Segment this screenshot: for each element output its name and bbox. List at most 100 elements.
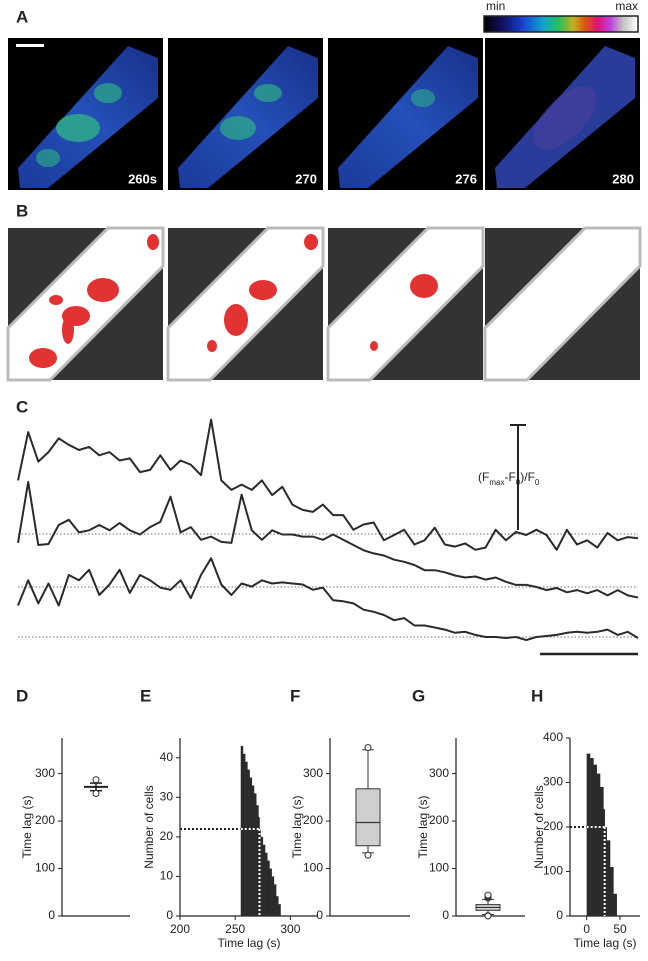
panel-label: B [16, 201, 28, 220]
y-tick-label: 0 [166, 908, 173, 922]
step-bar [262, 844, 266, 916]
step-bar [613, 893, 617, 916]
step-bar [245, 761, 248, 916]
timestamp: 280 [612, 171, 634, 186]
y-tick-label: 0 [442, 908, 449, 922]
y-axis-label: Time lag (s) [20, 796, 34, 859]
y-tick-label: 0 [48, 908, 55, 922]
y-tick-label: 300 [429, 766, 449, 780]
panel-label: F [290, 686, 300, 705]
step-bar [253, 793, 257, 916]
panel-label: H [531, 686, 543, 705]
y-axis-label: Time lag (s) [290, 796, 304, 859]
trace [17, 418, 639, 551]
y-tick-label: 0 [316, 908, 323, 922]
step-bar [267, 860, 270, 916]
y-tick-label: 300 [543, 775, 563, 789]
panel-label: E [140, 686, 151, 705]
step-bar [269, 868, 272, 916]
step-bar [276, 896, 279, 916]
step-bar [256, 805, 259, 916]
step-bar [247, 769, 250, 916]
scale-label: (Fmax-F0)/F0 [478, 470, 540, 486]
mask-panel-b [6, 226, 642, 382]
y-tick-label: 100 [303, 861, 323, 875]
step-bar [600, 786, 604, 916]
x-axis-label: Time lag (s) [218, 936, 281, 950]
panel-label: C [16, 397, 28, 416]
outlier [484, 912, 492, 920]
step-bar [586, 753, 591, 916]
y-tick-label: 10 [160, 869, 174, 883]
mask-frame [483, 226, 642, 382]
step-bar [260, 836, 264, 916]
outlier [92, 776, 100, 784]
mask-frame [326, 226, 485, 382]
y-tick-label: 40 [160, 750, 174, 764]
mask-frame [6, 226, 165, 382]
image-panel-a [8, 15, 640, 190]
outlier [364, 743, 372, 751]
step-bar [603, 809, 605, 916]
x-tick-label: 50 [613, 922, 627, 936]
frame [328, 38, 483, 190]
step-bar [265, 852, 268, 916]
step-bar [242, 753, 246, 916]
scale-label-part: 0 [516, 478, 521, 487]
step-bar [259, 828, 261, 916]
y-tick-label: 200 [429, 813, 449, 827]
step-bar [278, 904, 281, 916]
x-tick-label: 250 [225, 922, 245, 936]
step-bar [271, 876, 275, 916]
scale-label-part: -F [504, 470, 515, 484]
colorbar-min: min [486, 0, 505, 13]
step-bar [604, 827, 607, 916]
step-bar [251, 785, 255, 916]
step-bar [610, 867, 614, 916]
y-tick-label: 400 [543, 730, 563, 744]
step-bar [606, 840, 611, 916]
colorbar [483, 15, 639, 33]
outlier [484, 891, 492, 899]
x-tick-label: 200 [170, 922, 190, 936]
scale-label-part: max [489, 478, 504, 487]
box [355, 788, 381, 847]
x-tick-label: 0 [583, 922, 590, 936]
outlier [92, 790, 100, 798]
y-tick-label: 200 [35, 813, 55, 827]
scale-label-part: )/F [520, 470, 535, 484]
timestamp: 276 [455, 171, 477, 186]
y-tick-label: 20 [160, 829, 174, 843]
y-axis-label: Time lag (s) [416, 796, 430, 859]
outlier [364, 851, 372, 859]
y-tick-label: 100 [543, 864, 563, 878]
y-axis-label: Number of cells [532, 785, 546, 868]
frame [485, 38, 640, 190]
trace [17, 557, 639, 642]
y-tick-label: 30 [160, 790, 174, 804]
y-tick-label: 100 [429, 861, 449, 875]
mask-frame [166, 226, 325, 382]
scale-label-part: 0 [535, 478, 540, 487]
step-bar [249, 777, 253, 916]
scale-label-part: (F [478, 470, 489, 484]
panel-label: A [16, 7, 28, 26]
timestamp: 260s [128, 171, 157, 186]
y-tick-label: 300 [35, 766, 55, 780]
y-tick-label: 300 [303, 766, 323, 780]
frame [168, 38, 323, 190]
step-bar [596, 773, 601, 916]
step-bar [240, 745, 244, 916]
y-tick-label: 200 [543, 819, 563, 833]
y-tick-label: 0 [556, 908, 563, 922]
step-bar [273, 884, 277, 916]
colorbar-max: max [615, 0, 638, 13]
frame [8, 38, 163, 190]
x-tick-label: 300 [280, 922, 300, 936]
step-bar [590, 758, 594, 916]
panel-label: D [16, 686, 28, 705]
step-bar [593, 764, 597, 916]
timestamp: 270 [295, 171, 317, 186]
